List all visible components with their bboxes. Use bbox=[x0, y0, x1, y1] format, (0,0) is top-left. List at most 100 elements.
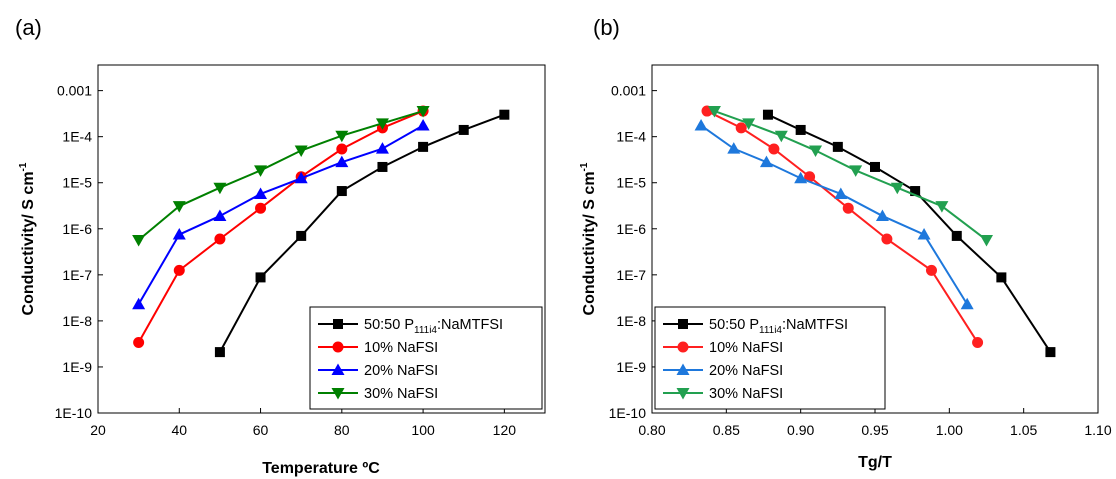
panel-b-label: (b) bbox=[593, 15, 620, 40]
panel-a-series-3-point bbox=[254, 165, 268, 177]
panel-b-series-2-point bbox=[727, 142, 741, 154]
panel-a-series-0-point bbox=[336, 186, 347, 197]
panel-a-y-tick-label: 1E-7 bbox=[62, 267, 92, 283]
panel-b-legend-marker bbox=[676, 363, 690, 375]
panel-b-chart: (b) 1E-10 1E-9 1E-8 1E-7 1E-6 1E-5 1E-4 0.001 0.… bbox=[579, 15, 1112, 471]
panel-b-series-0-point bbox=[832, 141, 843, 152]
panel-a-legend-marker bbox=[331, 363, 345, 375]
panel-a-series-2-point bbox=[294, 171, 308, 184]
panel-a-legend-marker bbox=[332, 341, 344, 353]
panel-b-series-3-point bbox=[774, 130, 788, 143]
panel-a-series-3-point bbox=[294, 145, 308, 158]
panel-a-series-2-point bbox=[213, 209, 227, 221]
panel-a-series bbox=[132, 105, 510, 358]
panel-a-series-0-point bbox=[418, 141, 429, 152]
panel-a-series-0-point bbox=[458, 124, 469, 135]
panel-a-series-2-point bbox=[335, 155, 349, 168]
panel-b-series bbox=[694, 105, 1056, 358]
panel-a-legend-label: 10% NaFSI bbox=[364, 340, 438, 356]
panel-a-y-tick-label: 0.001 bbox=[57, 83, 92, 99]
panel-b-series-1 bbox=[701, 105, 984, 348]
panel-b-series-1-line bbox=[706, 110, 979, 344]
panel-b-axes: 1E-10 1E-9 1E-8 1E-7 1E-6 1E-5 1E-4 0.001 0.80 0.… bbox=[609, 83, 1112, 438]
panel-b-x-tick-label: 1.00 bbox=[936, 422, 963, 438]
panel-b-series-1-point bbox=[881, 233, 893, 245]
panel-a-series-1-line bbox=[137, 110, 424, 343]
panel-b-y-tick-label: 0.001 bbox=[611, 83, 646, 99]
panel-a-legend-marker bbox=[331, 388, 345, 400]
panel-a-series-2 bbox=[132, 118, 430, 310]
panel-b-series-2-line bbox=[700, 124, 969, 305]
panel-a-axes: 1E-10 1E-9 1E-8 1E-7 1E-6 1E-5 1E-4 0.001 20 40 60… bbox=[55, 83, 517, 438]
panel-b-series-3-point bbox=[809, 145, 823, 158]
panel-b-x-tick-label: 0.80 bbox=[638, 422, 665, 438]
panel-b-plot-frame bbox=[651, 64, 1099, 414]
panel-a-x-tick-label: 20 bbox=[90, 422, 106, 438]
panel-a-y-tick-label: 1E-8 bbox=[62, 313, 92, 329]
panel-b-legend-label: 20% NaFSI bbox=[709, 363, 783, 379]
panel-a-y-tick-label: 1E-9 bbox=[62, 359, 92, 375]
panel-b-series-2-point bbox=[917, 228, 931, 240]
panel-b-legend: 50:50 P111i4:NaMTFSI 10% NaFSI 20% NaFSI 30… bbox=[654, 306, 886, 410]
panel-a-series-0-line bbox=[219, 113, 505, 353]
panel-a-series-2-point bbox=[172, 228, 186, 240]
panel-a-y-tick-label: 1E-4 bbox=[62, 129, 92, 145]
panel-a-x-tick-label: 80 bbox=[334, 422, 350, 438]
panel-a-series-3-point bbox=[213, 182, 227, 195]
panel-a-legend-label: 50:50 P111i4:NaMTFSI bbox=[364, 317, 503, 336]
panel-b-legend-marker bbox=[676, 388, 690, 400]
panel-a-x-tick-label: 100 bbox=[411, 422, 435, 438]
panel-b-series-3-point bbox=[890, 182, 904, 195]
panel-b-legend-marker bbox=[678, 319, 688, 329]
panel-a-legend: 50:50 P111i4:NaMTFSI 10% NaFSI 20% NaFSI 30… bbox=[309, 306, 543, 410]
panel-a-series-1-point bbox=[214, 233, 226, 245]
panel-a-x-tick-label: 40 bbox=[171, 422, 187, 438]
panel-b-series-2-point bbox=[759, 155, 773, 168]
panel-b-series-1-point bbox=[925, 264, 937, 276]
panel-a-series-0-point bbox=[214, 347, 225, 358]
panel-b-series-0-point bbox=[870, 161, 880, 172]
panel-a-series-2-point bbox=[375, 142, 389, 154]
panel-a-y-axis-title: Conductivity/ S cm-1 bbox=[18, 162, 37, 315]
panel-b-series-3-point bbox=[980, 235, 993, 247]
panel-b-series-1-point bbox=[735, 122, 747, 134]
panel-b-y-tick-label: 1E-4 bbox=[616, 129, 646, 145]
panel-b-y-tick-label: 1E-10 bbox=[609, 405, 647, 421]
panel-b-series-0-point bbox=[951, 230, 962, 241]
panel-b-y-tick-label: 1E-7 bbox=[616, 267, 646, 283]
panel-a-series-0 bbox=[214, 109, 510, 358]
panel-a-series-3 bbox=[132, 106, 430, 247]
panel-b-legend-label: 50:50 P111i4:NaMTFSI bbox=[709, 317, 848, 336]
panel-b-series-0-point bbox=[795, 124, 806, 135]
panel-a-legend-label: 30% NaFSI bbox=[364, 386, 438, 402]
panel-b-series-0 bbox=[762, 109, 1056, 358]
panel-a-legend-label: 20% NaFSI bbox=[364, 363, 438, 379]
panel-b-x-tick-label: 1.10 bbox=[1084, 422, 1111, 438]
panel-a-series-3-line bbox=[137, 110, 424, 241]
panel-a-y-tick-label: 1E-5 bbox=[62, 175, 92, 191]
panel-a-series-1-point bbox=[173, 264, 185, 276]
panel-b-series-3-point bbox=[849, 165, 863, 177]
panel-a-plot-frame bbox=[97, 64, 546, 414]
panel-a-series-2-line bbox=[137, 124, 424, 305]
panel-b-legend-label: 30% NaFSI bbox=[709, 386, 783, 402]
panel-b-y-tick-label: 1E-5 bbox=[616, 175, 646, 191]
panel-a-series-0-point bbox=[499, 109, 510, 120]
panel-a-series-3-point bbox=[335, 130, 349, 143]
panel-a-series-1-point bbox=[133, 336, 145, 348]
panel-a-x-tick-label: 120 bbox=[493, 422, 517, 438]
panel-a-series-2-point bbox=[132, 297, 146, 310]
panel-a-series-2-point bbox=[254, 187, 268, 199]
panel-a-legend-marker bbox=[333, 319, 343, 329]
panel-a-series-2-point bbox=[416, 118, 430, 131]
panel-b-y-tick-label: 1E-9 bbox=[616, 359, 646, 375]
panel-a-series-1-point bbox=[336, 143, 348, 155]
panel-a-label: (a) bbox=[15, 15, 42, 40]
panel-a-series-3-point bbox=[375, 118, 389, 130]
panel-b-x-tick-label: 1.05 bbox=[1010, 422, 1037, 438]
panel-b-x-tick-label: 0.90 bbox=[787, 422, 814, 438]
panel-b-series-0-point bbox=[1045, 347, 1056, 358]
panel-a-series-0-point bbox=[377, 161, 388, 172]
panel-b-series-2-point bbox=[834, 187, 848, 199]
panel-b-legend-label: 10% NaFSI bbox=[709, 340, 783, 356]
